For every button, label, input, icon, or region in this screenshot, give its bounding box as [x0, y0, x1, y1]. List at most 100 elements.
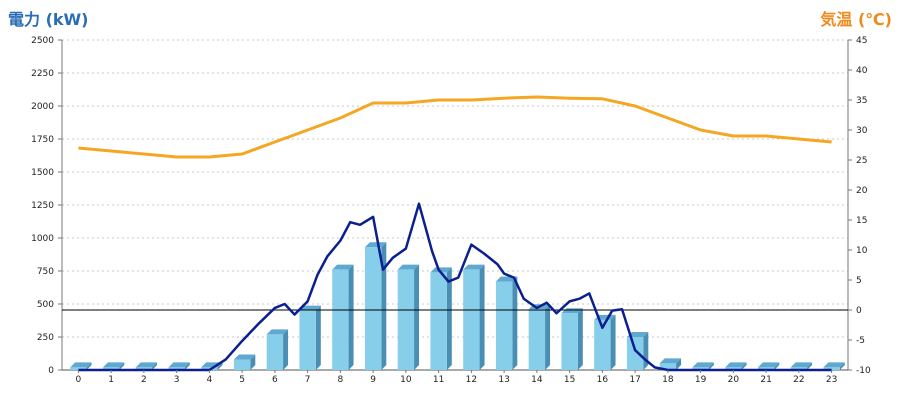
temperature-line	[78, 95, 832, 159]
bar-side	[545, 304, 551, 370]
bar-side	[708, 362, 714, 370]
bar-side	[807, 362, 813, 370]
x-tick-label: 18	[662, 375, 674, 385]
left-tick-label: 1250	[31, 201, 54, 211]
bar	[594, 319, 611, 370]
bar-top	[463, 264, 485, 270]
bar	[168, 367, 185, 370]
bar-side	[479, 264, 485, 370]
left-tick-label: 1750	[31, 135, 54, 145]
power-line	[78, 202, 832, 372]
bar	[626, 337, 644, 370]
bar-side	[512, 276, 518, 370]
bar-side	[610, 314, 616, 370]
bar	[561, 313, 578, 370]
left-tick-label: 2250	[31, 69, 54, 79]
bar-top	[561, 308, 583, 314]
bar	[397, 269, 415, 370]
x-tick-label: 0	[76, 375, 82, 385]
bar	[692, 367, 709, 370]
right-tick-label: -5	[856, 336, 865, 346]
bar-side	[774, 362, 780, 370]
bar	[757, 367, 775, 370]
bar-side	[283, 329, 289, 370]
x-tick-label: 4	[207, 375, 213, 385]
bar-top	[725, 362, 747, 368]
bar-top	[168, 362, 190, 368]
bar	[364, 247, 382, 370]
bar-top	[102, 362, 125, 368]
x-tick-label: 16	[597, 375, 609, 385]
x-tick-label: 5	[239, 375, 245, 385]
bar-side	[381, 242, 387, 370]
bar-top	[790, 362, 813, 368]
bar-side	[315, 305, 321, 370]
right-tick-label: 40	[856, 66, 868, 76]
bar-top	[692, 362, 714, 368]
bar	[790, 367, 808, 370]
bar	[233, 359, 251, 370]
x-tick-label: 19	[695, 375, 707, 385]
x-tick-label: 21	[760, 375, 771, 385]
bar-side	[643, 332, 649, 370]
right-tick-label: 20	[856, 186, 868, 196]
left-tick-label: 500	[37, 300, 54, 310]
bar-side	[741, 362, 747, 370]
bar-side	[86, 362, 92, 370]
x-tick-label: 17	[629, 375, 640, 385]
bar	[266, 334, 284, 370]
left-tick-label: 2500	[31, 36, 54, 46]
bar	[495, 281, 513, 370]
x-tick-label: 15	[564, 375, 575, 385]
bar-top	[659, 358, 682, 364]
bar-top	[430, 267, 452, 273]
bar	[430, 272, 447, 370]
bar-side	[217, 362, 223, 370]
x-tick-label: 1	[108, 375, 114, 385]
bar-side	[577, 308, 583, 370]
bar-top	[266, 329, 289, 335]
x-tick-label: 2	[141, 375, 147, 385]
x-tick-label: 9	[370, 375, 376, 385]
left-tick-label: 250	[37, 333, 54, 343]
bar	[299, 310, 316, 370]
bar	[659, 363, 677, 370]
x-tick-label: 20	[728, 375, 740, 385]
right-tick-label: 15	[856, 216, 867, 226]
left-axis-title: 電力 (kW)	[8, 10, 89, 29]
bar	[135, 367, 153, 370]
x-tick-label: 3	[174, 375, 180, 385]
bar	[332, 269, 349, 370]
bar	[725, 367, 742, 370]
left-tick-label: 1000	[31, 234, 54, 244]
right-axis-title: 気温 (℃)	[820, 10, 892, 29]
bar-top	[397, 264, 420, 270]
left-tick-label: 2000	[31, 102, 54, 112]
bar-top	[299, 305, 321, 311]
x-tick-label: 14	[531, 375, 543, 385]
bar-side	[348, 264, 354, 370]
bar-side	[184, 362, 190, 370]
bar-top	[757, 362, 780, 368]
right-tick-label: 35	[856, 96, 867, 106]
bar-top	[626, 332, 649, 337]
left-tick-label: 1500	[31, 168, 54, 178]
x-tick-label: 10	[400, 375, 412, 385]
bar	[528, 309, 546, 370]
bar-side	[414, 264, 420, 370]
right-tick-label: 0	[856, 306, 862, 316]
x-tick-label: 22	[793, 375, 804, 385]
bar-side	[152, 362, 158, 370]
right-tick-label: -10	[856, 366, 871, 376]
bar	[463, 269, 480, 370]
bar-side	[839, 362, 845, 370]
x-tick-label: 23	[826, 375, 837, 385]
bar-top	[70, 362, 92, 368]
bar-top	[364, 242, 387, 248]
x-tick-label: 13	[498, 375, 509, 385]
bar-side	[119, 362, 125, 370]
bar-top	[823, 362, 845, 368]
x-tick-label: 6	[272, 375, 278, 385]
